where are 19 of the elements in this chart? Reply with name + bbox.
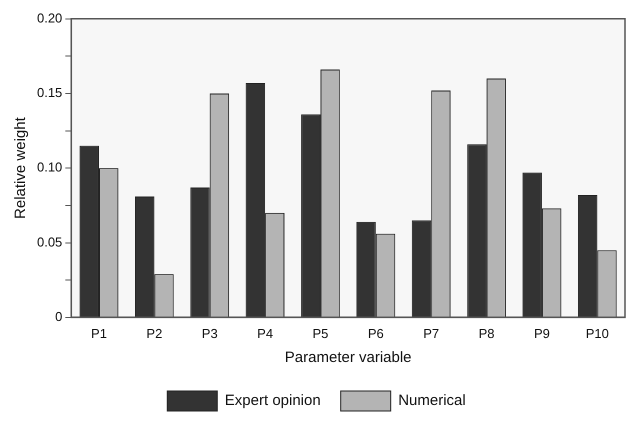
x-tick-label: P10 xyxy=(586,326,609,341)
x-tick-label: P7 xyxy=(423,326,440,341)
x-tick-label: P6 xyxy=(368,326,384,341)
y-tick-label: 0.20 xyxy=(36,10,62,26)
legend-label: Expert opinion xyxy=(224,392,321,410)
legend-label: Numerical xyxy=(398,392,466,410)
y-tick-label: 0.15 xyxy=(36,85,62,100)
x-tick-label: P4 xyxy=(257,326,274,341)
x-tick-label: P1 xyxy=(91,326,107,341)
y-tick-label: 0.10 xyxy=(36,160,62,175)
x-tick-label: P2 xyxy=(146,326,162,341)
y-tick-label: 0 xyxy=(55,308,62,324)
x-tick-label: P9 xyxy=(534,326,550,341)
x-axis-title: Parameter variable xyxy=(284,349,412,366)
x-tick-label: P8 xyxy=(478,326,495,341)
y-axis-title: Relative weight xyxy=(12,116,30,219)
x-tick-label: P3 xyxy=(202,326,218,341)
x-tick-label: P5 xyxy=(312,326,328,341)
y-tick-label: 0.05 xyxy=(36,234,62,250)
